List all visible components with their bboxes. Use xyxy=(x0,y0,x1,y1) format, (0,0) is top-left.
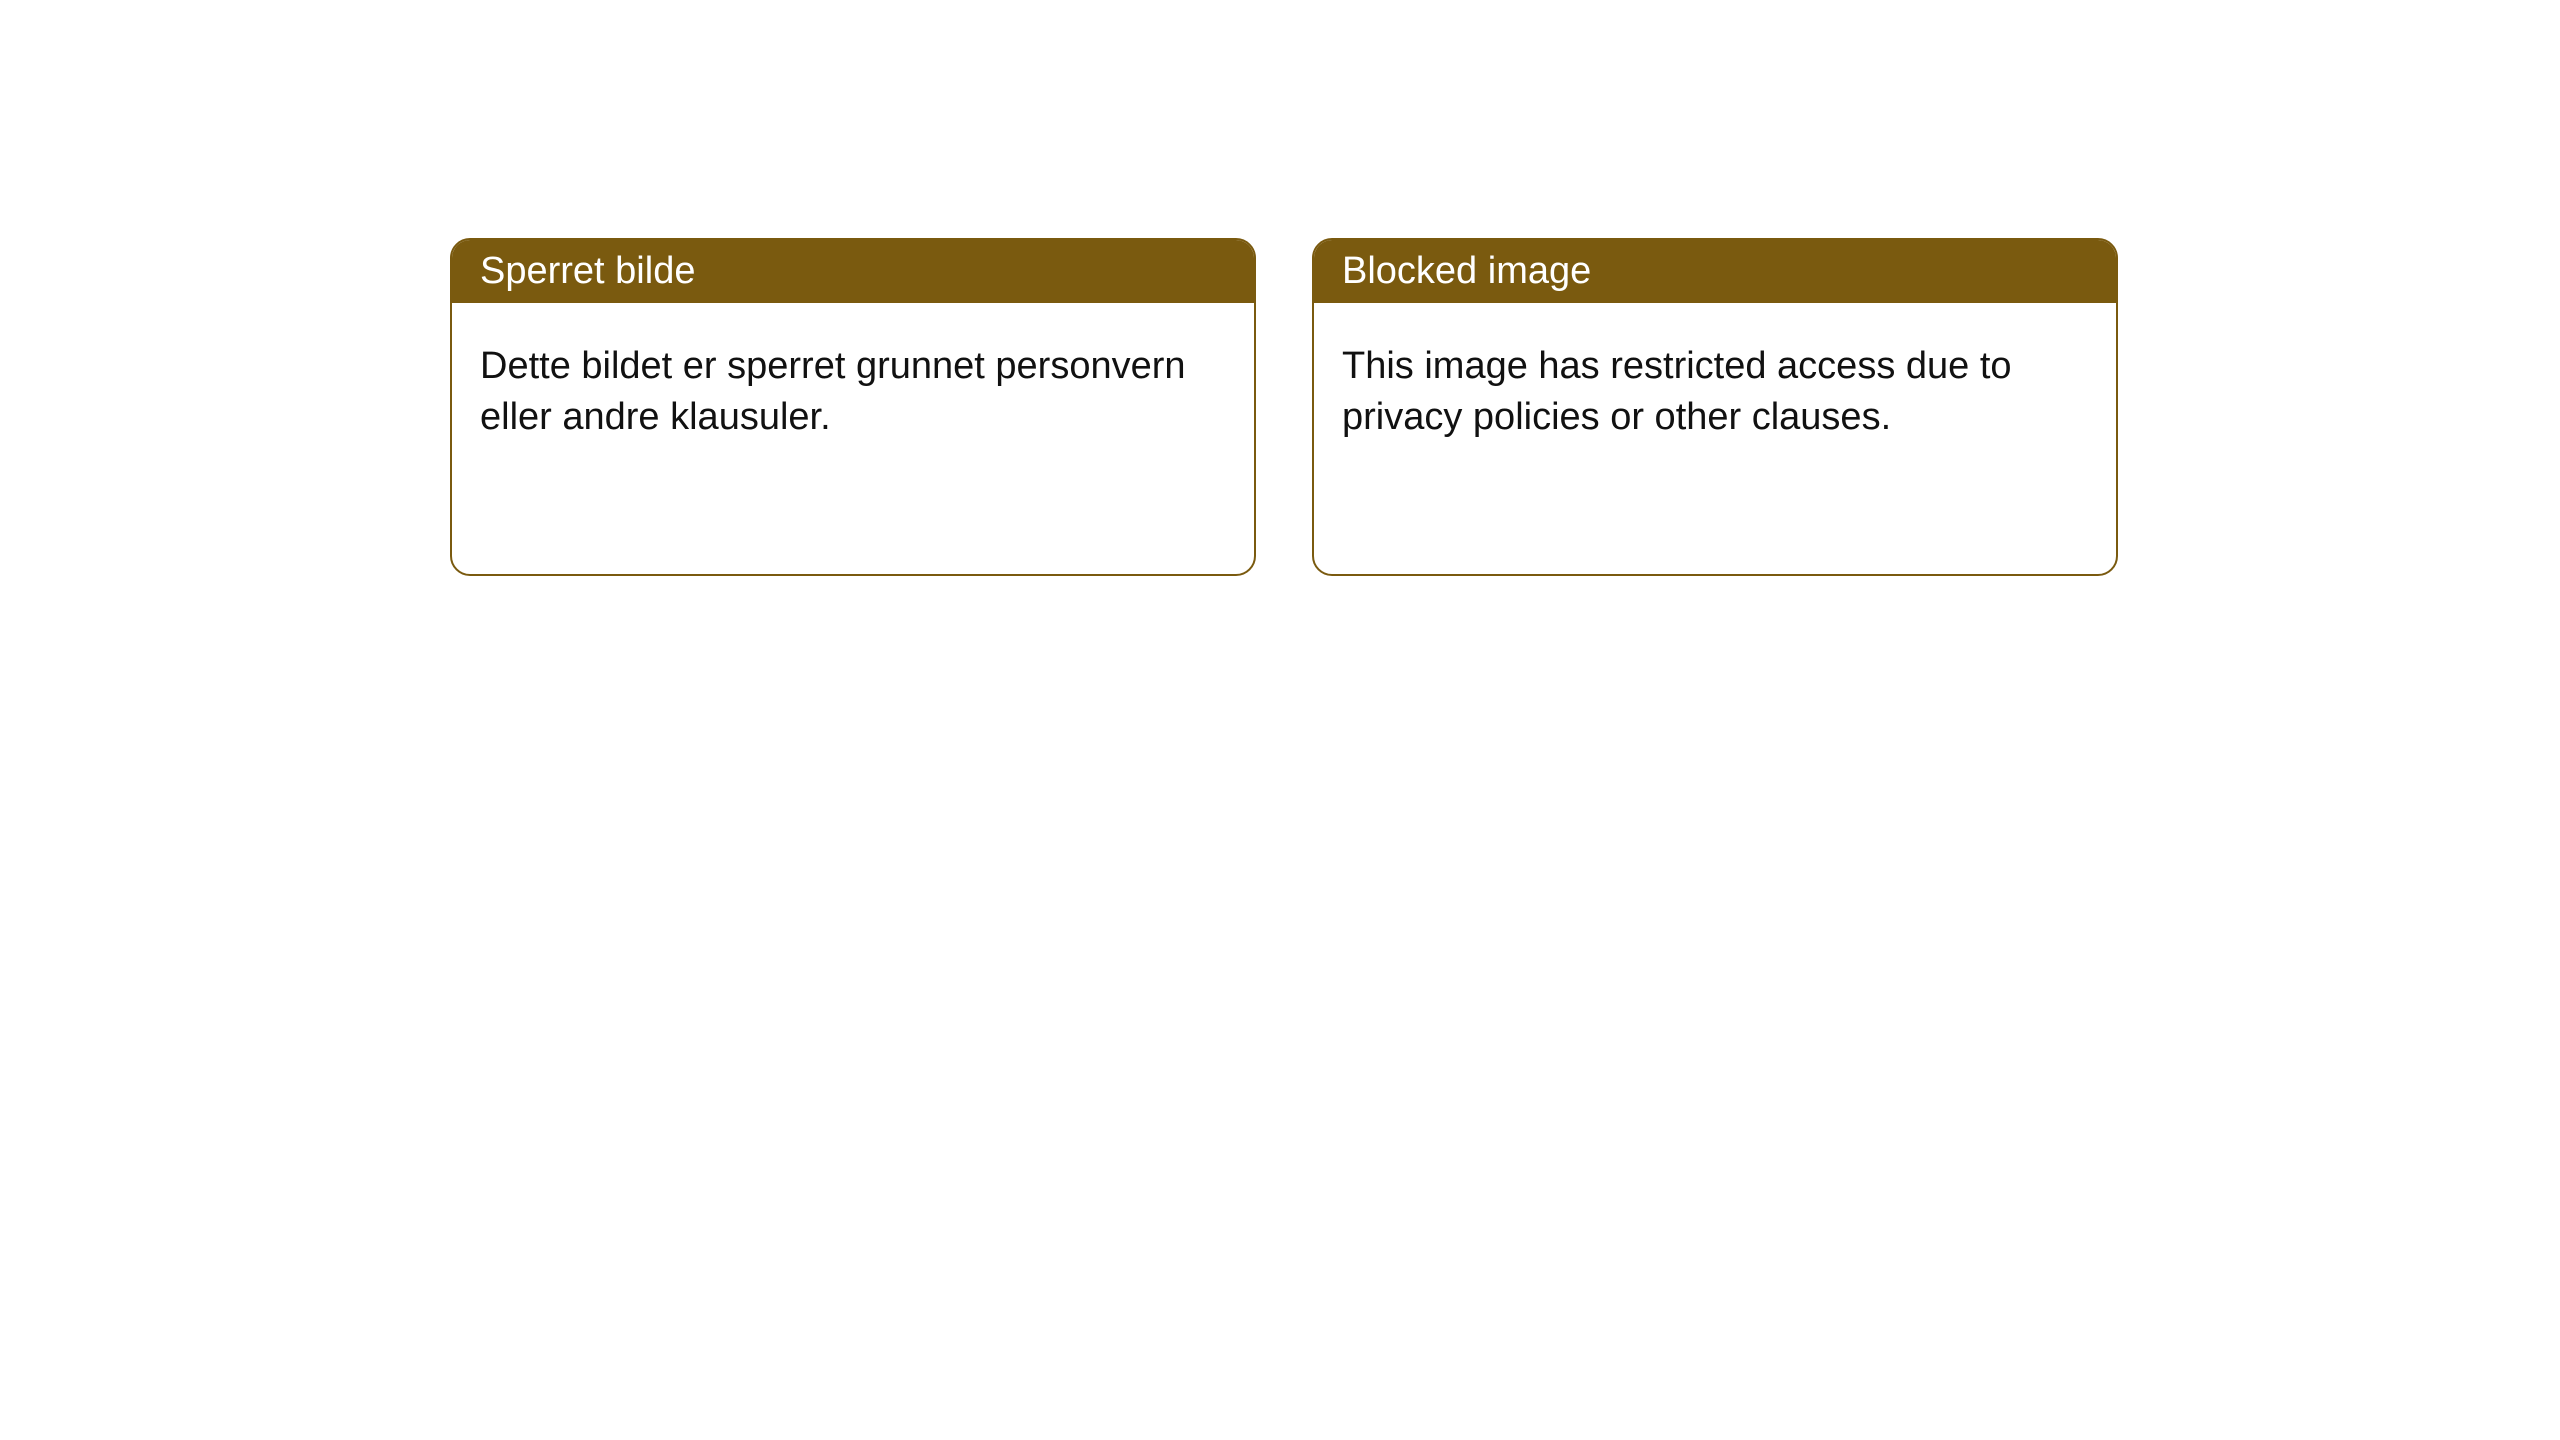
card-body-en: This image has restricted access due to … xyxy=(1314,303,2116,482)
card-body-no: Dette bildet er sperret grunnet personve… xyxy=(452,303,1254,482)
notice-container: Sperret bilde Dette bildet er sperret gr… xyxy=(0,0,2560,576)
card-title-no: Sperret bilde xyxy=(480,250,695,292)
card-title-en: Blocked image xyxy=(1342,250,1591,292)
card-header-en: Blocked image xyxy=(1314,240,2116,303)
card-header-no: Sperret bilde xyxy=(452,240,1254,303)
card-message-en: This image has restricted access due to … xyxy=(1342,345,2012,438)
notice-card-english: Blocked image This image has restricted … xyxy=(1312,238,2118,576)
card-message-no: Dette bildet er sperret grunnet personve… xyxy=(480,345,1186,438)
notice-card-norwegian: Sperret bilde Dette bildet er sperret gr… xyxy=(450,238,1256,576)
